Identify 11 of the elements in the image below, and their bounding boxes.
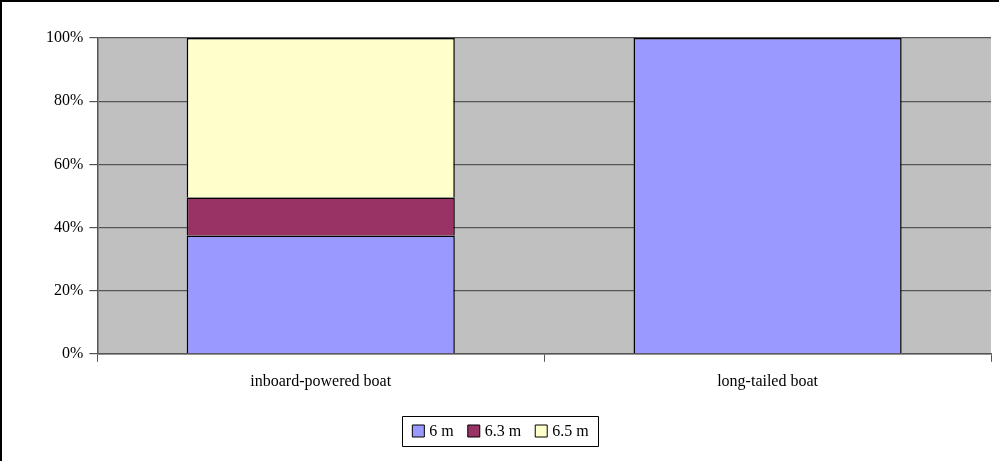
x-tick-label: long-tailed boat <box>717 371 819 390</box>
y-tick-label: 0% <box>62 344 84 361</box>
y-tick-label: 80% <box>54 91 84 109</box>
legend-label: 6.3 m <box>484 422 522 440</box>
legend-label: 6.5 m <box>552 422 590 440</box>
y-tick-label: 100% <box>46 28 84 46</box>
legend-label: 6 m <box>429 422 455 440</box>
x-tick-label: inboard-powered boat <box>250 371 392 390</box>
y-tick-label: 60% <box>54 154 84 172</box>
y-tick-label: 40% <box>54 217 84 235</box>
y-tick-label: 20% <box>54 280 84 298</box>
